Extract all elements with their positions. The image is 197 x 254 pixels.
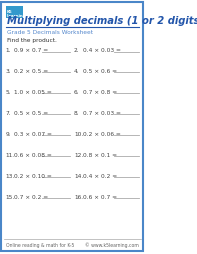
Text: 0.2 × 0.06 =: 0.2 × 0.06 =	[83, 132, 120, 137]
Text: 0.5 × 0.5 =: 0.5 × 0.5 =	[15, 111, 49, 116]
Text: 1.0 × 0.05 =: 1.0 × 0.05 =	[15, 90, 52, 95]
Text: 1.: 1.	[6, 48, 11, 53]
Text: 0.2 × 0.5 =: 0.2 × 0.5 =	[15, 69, 49, 74]
Text: 9.: 9.	[6, 132, 11, 137]
Text: 0.3 × 0.07 =: 0.3 × 0.07 =	[15, 132, 52, 137]
Text: 11.: 11.	[6, 152, 15, 157]
Text: 3.: 3.	[6, 69, 11, 74]
FancyBboxPatch shape	[1, 3, 143, 251]
Text: Online reading & math for K-5: Online reading & math for K-5	[6, 242, 74, 247]
Text: 5.: 5.	[6, 90, 11, 95]
Text: 8.: 8.	[74, 111, 80, 116]
Text: 0.4 × 0.03 =: 0.4 × 0.03 =	[83, 48, 121, 53]
Text: 0.7 × 0.2 =: 0.7 × 0.2 =	[15, 194, 49, 199]
Text: 0.4 × 0.2 =: 0.4 × 0.2 =	[83, 173, 117, 178]
Text: 12.: 12.	[74, 152, 83, 157]
Text: 13.: 13.	[6, 173, 15, 178]
Text: 4.: 4.	[74, 69, 80, 74]
Text: 15.: 15.	[6, 194, 15, 199]
Text: Find the product.: Find the product.	[7, 38, 57, 43]
Text: 0.6 × 0.08 =: 0.6 × 0.08 =	[15, 152, 52, 157]
Text: 0.7 × 0.03 =: 0.7 × 0.03 =	[83, 111, 121, 116]
Text: K5
Learning: K5 Learning	[7, 10, 26, 18]
Text: 14.: 14.	[74, 173, 83, 178]
Text: 10.: 10.	[74, 132, 83, 137]
Text: 0.8 × 0.1 =: 0.8 × 0.1 =	[83, 152, 117, 157]
Text: 16.: 16.	[74, 194, 83, 199]
Text: 0.6 × 0.7 =: 0.6 × 0.7 =	[83, 194, 117, 199]
Text: 0.7 × 0.8 =: 0.7 × 0.8 =	[83, 90, 117, 95]
Text: © www.k5learning.com: © www.k5learning.com	[85, 242, 139, 247]
Text: Grade 5 Decimals Worksheet: Grade 5 Decimals Worksheet	[7, 30, 93, 35]
Text: 0.5 × 0.6 =: 0.5 × 0.6 =	[83, 69, 117, 74]
Text: 0.9 × 0.7 =: 0.9 × 0.7 =	[15, 48, 49, 53]
Text: 6.: 6.	[74, 90, 79, 95]
Text: Multiplying decimals (1 or 2 digits): Multiplying decimals (1 or 2 digits)	[7, 15, 197, 25]
Text: 7.: 7.	[6, 111, 11, 116]
Text: 2.: 2.	[74, 48, 80, 53]
FancyBboxPatch shape	[6, 7, 23, 19]
Text: 0.2 × 0.10 =: 0.2 × 0.10 =	[15, 173, 52, 178]
